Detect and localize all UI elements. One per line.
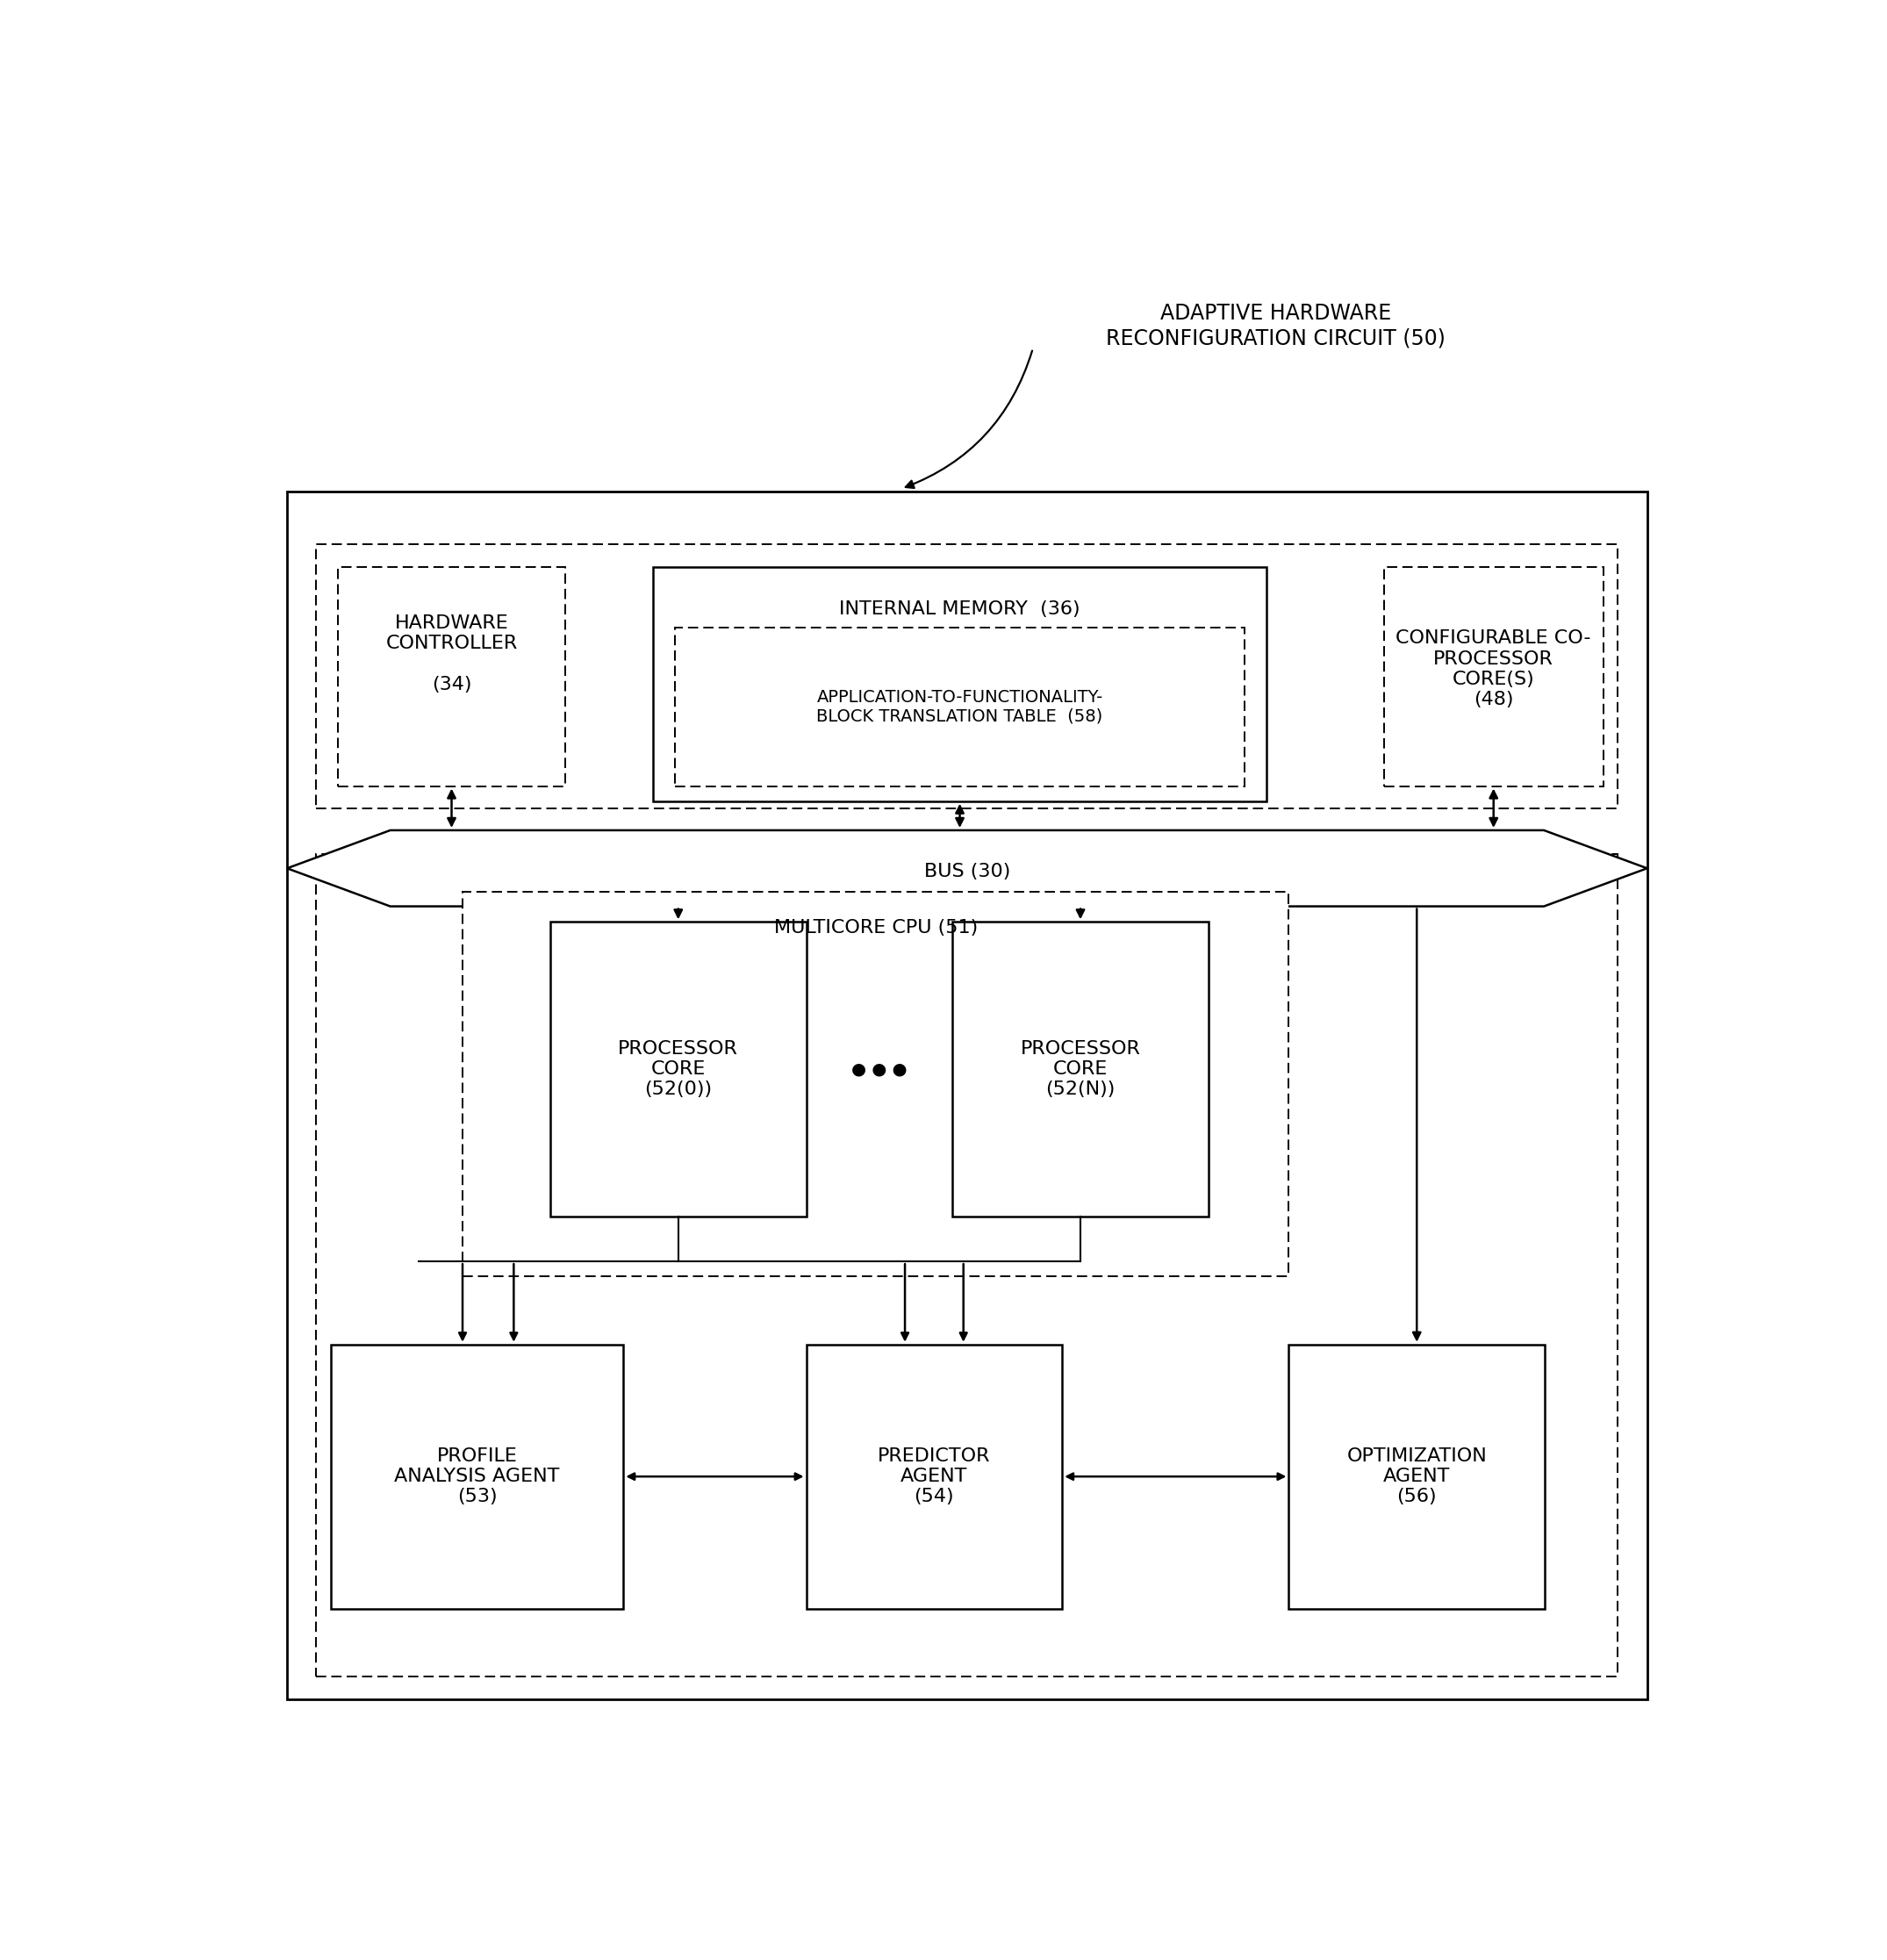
Bar xyxy=(330,1345,623,1609)
Text: ADAPTIVE HARDWARE
RECONFIGURATION CIRCUIT (50): ADAPTIVE HARDWARE RECONFIGURATION CIRCUI… xyxy=(1106,304,1445,349)
Bar xyxy=(653,566,1266,802)
Text: PROFILE
ANALYSIS AGENT
(53): PROFILE ANALYSIS AGENT (53) xyxy=(394,1446,560,1505)
Bar xyxy=(338,566,564,786)
Text: PROCESSOR
CORE
(52(0)): PROCESSOR CORE (52(0)) xyxy=(619,1041,738,1098)
Text: CONFIGURABLE CO-
PROCESSOR
CORE(S)
(48): CONFIGURABLE CO- PROCESSOR CORE(S) (48) xyxy=(1396,629,1591,708)
Text: BUS (30): BUS (30) xyxy=(925,862,1010,880)
Bar xyxy=(676,627,1245,786)
Bar xyxy=(317,545,1617,809)
Bar xyxy=(953,921,1208,1215)
Bar xyxy=(1383,566,1604,786)
Text: PROCESSOR
CORE
(52(N)): PROCESSOR CORE (52(N)) xyxy=(1021,1041,1140,1098)
Text: INTERNAL MEMORY  (36): INTERNAL MEMORY (36) xyxy=(840,600,1079,617)
Bar xyxy=(551,921,806,1215)
Bar xyxy=(1289,1345,1545,1609)
Text: HARDWARE
CONTROLLER

(34): HARDWARE CONTROLLER (34) xyxy=(385,615,517,694)
Bar xyxy=(806,1345,1062,1609)
Text: PREDICTOR
AGENT
(54): PREDICTOR AGENT (54) xyxy=(877,1446,991,1505)
Bar xyxy=(462,892,1289,1276)
Text: ● ● ●: ● ● ● xyxy=(851,1060,908,1078)
Text: OPTIMIZATION
AGENT
(56): OPTIMIZATION AGENT (56) xyxy=(1347,1446,1487,1505)
Bar xyxy=(287,492,1647,1699)
Text: APPLICATION-TO-FUNCTIONALITY-
BLOCK TRANSLATION TABLE  (58): APPLICATION-TO-FUNCTIONALITY- BLOCK TRAN… xyxy=(817,688,1102,725)
Polygon shape xyxy=(287,831,1647,906)
Bar xyxy=(317,855,1617,1676)
Text: MULTICORE CPU (51): MULTICORE CPU (51) xyxy=(774,919,977,937)
